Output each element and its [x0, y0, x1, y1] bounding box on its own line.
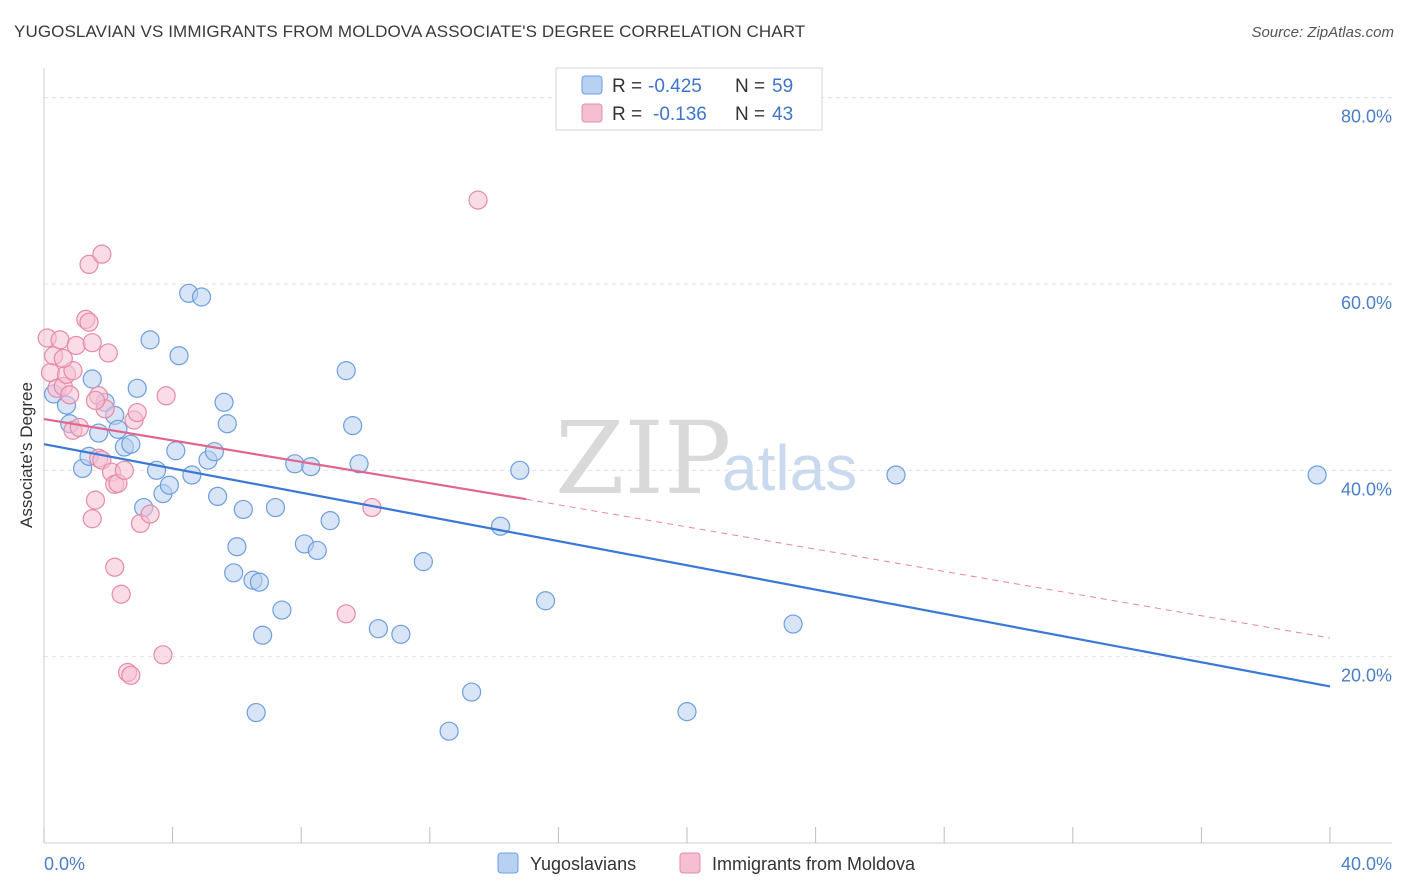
grid-lines	[44, 97, 1392, 658]
moldova-point	[105, 557, 125, 577]
yugoslavian-point	[677, 702, 697, 722]
legend-r-label-blue: R =	[612, 76, 642, 97]
yugoslavian-point	[217, 414, 237, 434]
moldova-point	[111, 584, 131, 604]
bottom-legend-label-pink: Immigrants from Moldova	[712, 854, 916, 874]
yugoslavian-point	[391, 624, 411, 644]
moldova-trend-line	[43, 417, 527, 501]
legend-r-label-pink: R =	[612, 104, 642, 125]
y-tick-label: 20.0%	[1341, 666, 1392, 686]
y-tick-label: 40.0%	[1341, 479, 1392, 499]
moldova-point	[92, 244, 112, 264]
yugoslavian-point	[413, 552, 433, 572]
yugoslavian-point	[224, 563, 244, 583]
moldova-point	[79, 312, 99, 332]
y-tick-label: 60.0%	[1341, 293, 1392, 313]
yugoslavian-point	[535, 591, 556, 611]
yugoslavian-point	[214, 392, 234, 412]
x-tick-label-max: 40.0%	[1341, 854, 1392, 874]
moldova-point	[140, 504, 160, 524]
yugoslavian-point	[886, 465, 906, 485]
moldova-point	[82, 509, 102, 529]
yugoslavian-point	[191, 287, 212, 307]
moldova-point	[50, 330, 70, 350]
moldova-point	[82, 333, 102, 353]
moldova-trend-extension	[526, 498, 1331, 639]
yugoslavian-point	[343, 415, 363, 436]
moldova-point	[53, 348, 73, 369]
watermark-atlas: atlas	[722, 432, 857, 504]
y-tick-label: 80.0%	[1341, 107, 1392, 127]
yugoslavian-point	[127, 378, 147, 398]
moldova-point	[69, 417, 89, 438]
yugoslavian-point	[301, 456, 321, 477]
yugoslavian-trend-line	[43, 443, 1331, 688]
moldova-point	[468, 190, 488, 210]
moldova-point	[85, 390, 106, 411]
moldova-point	[114, 460, 134, 480]
yugoslavian-point	[307, 540, 327, 561]
yugoslavian-point	[368, 619, 388, 639]
moldova-point	[156, 386, 176, 406]
yugoslavian-point	[249, 572, 270, 592]
legend-n-value-blue: 59	[772, 76, 793, 97]
legend-n-label-pink: N =	[735, 104, 765, 125]
yugoslavian-point	[121, 434, 141, 454]
trend-lines	[43, 417, 1331, 688]
moldova-point	[121, 665, 141, 685]
yugoslavian-point	[783, 614, 803, 634]
x-tick-label-min: 0.0%	[44, 854, 85, 874]
moldova-point	[336, 604, 356, 624]
yugoslavian-point	[510, 460, 530, 480]
source-label: Source: ZipAtlas.com	[1251, 24, 1394, 41]
yugoslavian-point	[182, 465, 202, 485]
y-tick-labels: 20.0% 40.0% 60.0% 80.0%	[1341, 107, 1392, 686]
bottom-legend-swatch-blue	[497, 852, 519, 874]
chart-title: YUGOSLAVIAN VS IMMIGRANTS FROM MOLDOVA A…	[14, 22, 806, 41]
yugoslavian-point	[461, 682, 482, 702]
axes	[43, 68, 1392, 844]
moldova-point	[60, 385, 80, 405]
yugoslavian-point	[253, 625, 273, 645]
bottom-legend-label-blue: Yugoslavians	[530, 854, 636, 874]
yugoslavian-point	[336, 361, 356, 381]
legend-swatch-blue	[581, 75, 603, 95]
legend-n-label-blue: N =	[735, 76, 765, 97]
moldova-point	[79, 254, 99, 275]
yugoslavian-point	[349, 454, 369, 474]
y-axis-title: Associate's Degree	[17, 382, 36, 528]
legend-n-value-pink: 43	[772, 104, 793, 125]
series-legend: Yugoslavians Immigrants from Moldova	[497, 852, 916, 874]
yugoslavian-point	[159, 475, 179, 495]
yugoslavian-point	[265, 497, 286, 518]
legend-r-value-blue: -0.425	[648, 76, 702, 97]
legend-swatch-pink	[581, 103, 603, 123]
moldova-point	[85, 490, 106, 510]
bottom-legend-swatch-pink	[679, 852, 701, 874]
yugoslavian-point	[1307, 465, 1327, 485]
yugoslavian-point	[285, 454, 305, 474]
legend-r-value-pink: -0.136	[653, 104, 707, 125]
yugoslavian-point	[320, 511, 340, 531]
yugoslavian-point	[140, 330, 160, 350]
moldova-point	[98, 343, 118, 363]
yugoslavian-point	[227, 537, 247, 557]
yugoslavian-point	[82, 369, 102, 389]
yugoslavian-point	[246, 702, 266, 723]
yugoslavian-point	[169, 346, 189, 366]
moldova-point	[153, 645, 173, 665]
yugoslavian-point	[208, 486, 228, 507]
moldova-point	[127, 402, 147, 423]
watermark-zip: ZIP	[555, 400, 731, 517]
yugoslavian-point	[272, 600, 292, 620]
yugoslavian-point	[233, 499, 253, 520]
yugoslavian-point	[439, 721, 459, 741]
yugoslavian-point	[166, 441, 186, 461]
correlation-legend: R = -0.425 N = 59 R = -0.136 N = 43	[555, 67, 823, 131]
